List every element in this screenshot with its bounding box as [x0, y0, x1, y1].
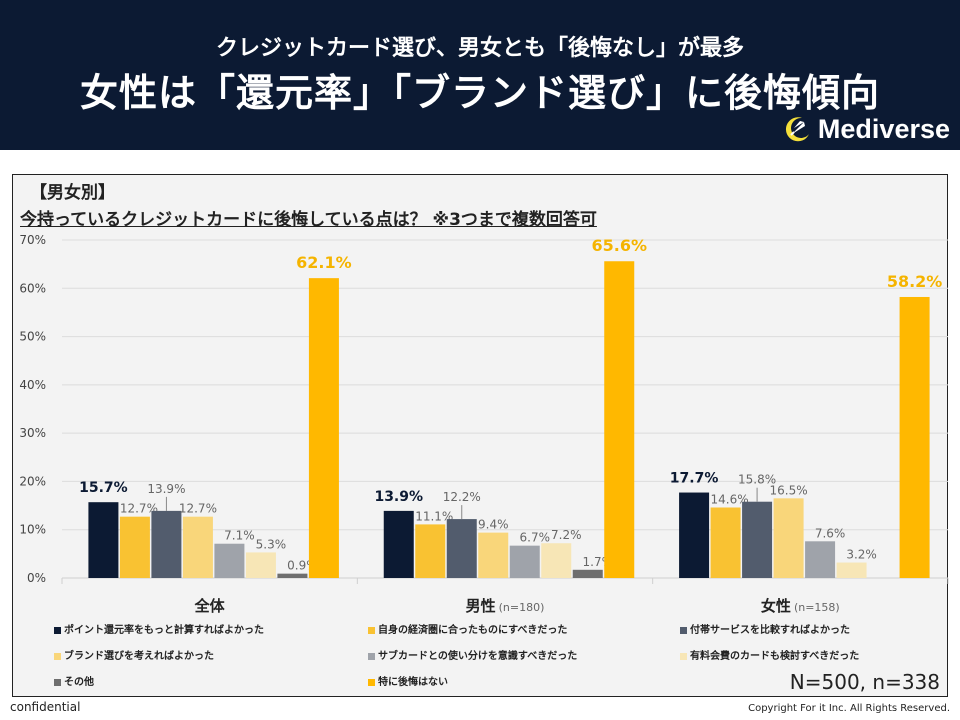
category-name: 男性	[465, 597, 496, 615]
section-label: 【男女別】	[30, 183, 115, 203]
chart-question: 今持っているクレジットカードに後悔している点は？ ※3つまで複数回答可	[20, 210, 597, 230]
category-label: 男性 (n=180)	[357, 595, 652, 616]
header-banner: クレジットカード選び、男女とも「後悔なし」が最多 女性は「還元率」「ブランド選び…	[0, 0, 960, 150]
chart-panel	[12, 174, 948, 697]
data-label: 3.2%	[846, 548, 877, 562]
bar	[509, 545, 540, 578]
category-sample-size: (n=180)	[498, 601, 545, 614]
logo-text: Mediverse	[817, 113, 950, 144]
data-label: 6.7%	[520, 531, 551, 545]
header-title: 女性は「還元率」「ブランド選び」に後悔傾向	[79, 71, 880, 115]
data-label: 9.4%	[478, 518, 509, 532]
data-label: 17.7%	[670, 471, 719, 487]
data-label: 14.6%	[711, 493, 749, 507]
mediverse-logo: Mediverse	[782, 112, 950, 146]
bar	[415, 524, 446, 578]
bar	[541, 543, 572, 578]
legend-swatch	[680, 626, 687, 634]
legend-label: その他	[64, 677, 94, 688]
copyright-text: Copyright For it Inc. All Rights Reserve…	[748, 703, 950, 714]
confidential-label: confidential	[10, 700, 81, 714]
data-label: 62.1%	[296, 253, 352, 272]
legend-label: 付帯サービスを比較すればよかった	[690, 625, 850, 636]
bar	[151, 510, 182, 578]
data-label: 7.1%	[224, 529, 255, 543]
legend-swatch	[54, 626, 61, 634]
data-label: 16.5%	[770, 483, 808, 497]
bar	[182, 516, 213, 578]
bar	[214, 543, 245, 578]
legend-item: サブカードとの使い分けを意識すべきだった	[368, 647, 577, 662]
legend-item: ポイント還元率をもっと計算すればよかった	[54, 621, 264, 636]
bar	[836, 562, 867, 578]
legend-label: 自身の経済圏に合ったものにすべきだった	[378, 625, 568, 636]
bar	[478, 532, 509, 578]
legend-item: ブランド選びを考えればよかった	[54, 647, 214, 662]
data-label: 11.1%	[415, 509, 453, 523]
legend-item: 特に後悔はない	[368, 673, 448, 688]
y-tick-label: 0%	[27, 571, 46, 585]
y-tick-label: 50%	[19, 330, 46, 344]
legend-label: サブカードとの使い分けを意識すべきだった	[378, 651, 578, 662]
bar	[277, 573, 308, 578]
legend-swatch	[368, 678, 375, 686]
y-tick-label: 60%	[19, 281, 46, 295]
data-label: 15.8%	[738, 473, 776, 487]
bar	[383, 510, 414, 578]
bar	[88, 502, 119, 578]
bar	[899, 296, 930, 578]
data-label: 13.9%	[147, 482, 185, 496]
header-subtitle: クレジットカード選び、男女とも「後悔なし」が最多	[215, 36, 744, 61]
bar	[742, 501, 773, 578]
legend-swatch	[680, 652, 687, 660]
data-label: 58.2%	[887, 272, 943, 291]
bar	[773, 498, 804, 578]
legend-item: 付帯サービスを比較すればよかった	[680, 621, 850, 636]
legend-swatch	[368, 652, 375, 660]
bar	[119, 516, 150, 578]
data-label: 12.7%	[179, 502, 217, 516]
y-tick-label: 10%	[19, 523, 46, 537]
legend-label: 特に後悔はない	[378, 677, 448, 688]
data-label: 12.7%	[120, 502, 158, 516]
data-label: 7.2%	[551, 528, 582, 542]
data-label: 65.6%	[591, 236, 647, 255]
category-name: 女性	[760, 597, 791, 615]
y-tick-label: 20%	[19, 474, 46, 488]
bar	[604, 261, 635, 578]
bar	[572, 569, 603, 578]
legend-label: 有料会費のカードも検討すべきだった	[690, 651, 860, 662]
category-name: 全体	[194, 597, 225, 615]
category-label: 全体	[62, 595, 357, 616]
bar	[308, 278, 339, 578]
data-label: 7.6%	[815, 526, 846, 540]
legend-swatch	[368, 626, 375, 634]
bar	[805, 541, 836, 578]
legend-swatch	[54, 652, 61, 660]
y-tick-label: 30%	[19, 426, 46, 440]
legend-item: 有料会費のカードも検討すべきだった	[680, 647, 859, 662]
legend-label: ブランド選びを考えればよかった	[64, 651, 214, 662]
y-tick-label: 70%	[19, 233, 46, 247]
legend-label: ポイント還元率をもっと計算すればよかった	[64, 625, 264, 636]
legend-item: その他	[54, 673, 94, 688]
data-label: 13.9%	[374, 489, 423, 505]
bar	[679, 492, 710, 578]
legend-item: 自身の経済圏に合ったものにすべきだった	[368, 621, 567, 636]
sample-size-note: N=500, n=338	[789, 670, 940, 694]
bar	[710, 507, 741, 578]
legend-swatch	[54, 678, 61, 686]
category-sample-size: (n=158)	[793, 601, 840, 614]
data-label: 15.7%	[79, 480, 128, 496]
y-tick-label: 40%	[19, 378, 46, 392]
rocket-moon-icon	[785, 117, 809, 142]
data-label: 12.2%	[443, 490, 481, 504]
data-label: 5.3%	[256, 537, 287, 551]
category-label: 女性 (n=158)	[653, 595, 948, 616]
bar	[446, 519, 477, 578]
bar	[245, 552, 276, 578]
